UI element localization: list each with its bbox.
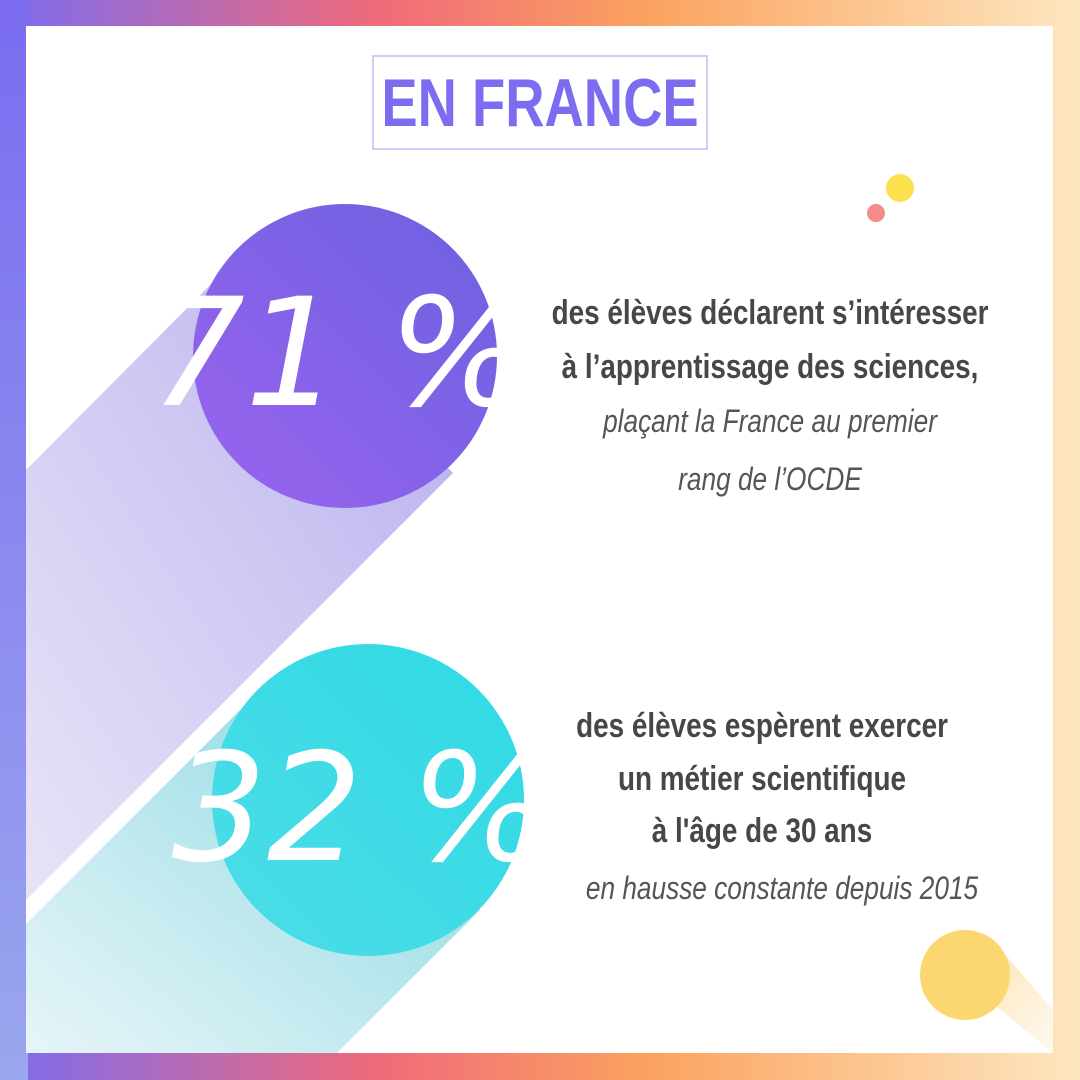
frame-left xyxy=(0,0,28,1080)
title-box xyxy=(372,55,708,150)
figure: 32 % xyxy=(171,722,552,896)
dot xyxy=(867,204,885,222)
stat-text: des élèves espèrent exercer xyxy=(576,706,948,744)
dot xyxy=(920,930,1010,1020)
stat-text: à l'âge de 30 ans xyxy=(652,811,872,849)
dot xyxy=(886,174,914,202)
stat-text: des élèves déclarent s’intéresser xyxy=(552,293,989,331)
title: EN FRANCE xyxy=(381,65,698,141)
stat-text: à l’apprentissage des sciences, xyxy=(562,347,979,385)
stat-text: un métier scientifique xyxy=(618,759,906,797)
stat-note: en hausse constante depuis 2015 xyxy=(586,872,979,907)
stat-note: rang de l’OCDE xyxy=(678,463,862,498)
figure-circle xyxy=(193,204,497,508)
figure-circle xyxy=(212,644,524,956)
stat-note: plaçant la France au premier xyxy=(602,405,938,440)
figure: 71 % xyxy=(149,267,530,441)
